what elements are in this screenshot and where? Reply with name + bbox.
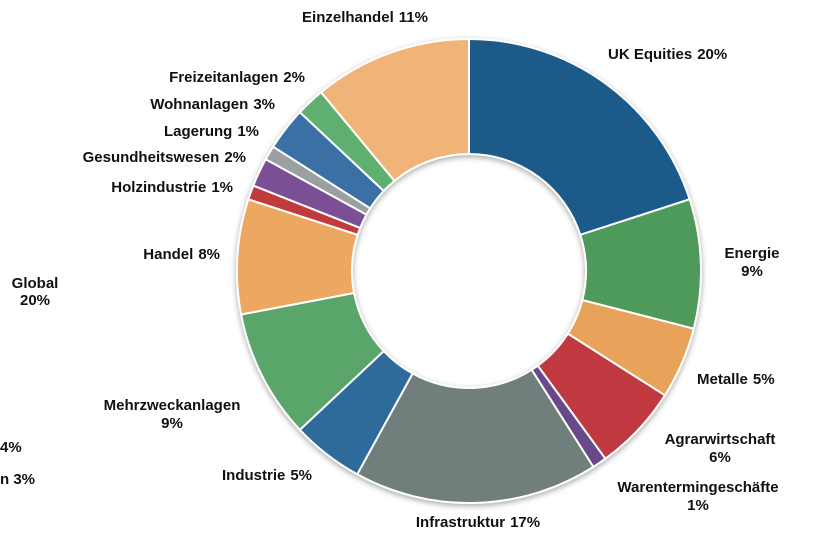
slice-label: Metalle 5% — [697, 371, 775, 388]
slice-category: UK Equities — [608, 46, 692, 63]
slice-value-label: 6% — [709, 449, 731, 466]
slice-value-label: 3% — [253, 96, 275, 113]
cropped-label: n 3% — [0, 471, 35, 488]
slice-category: Gesundheitswesen — [83, 149, 220, 166]
donut-segment — [355, 368, 595, 504]
slice-value-label: 17% — [510, 514, 540, 531]
donut — [236, 37, 702, 504]
slice-category: Lagerung — [164, 123, 232, 140]
slice-value-label: 9% — [161, 415, 183, 432]
slice-value-label: 9% — [741, 263, 763, 280]
slice-label: Agrarwirtschaft — [665, 431, 776, 448]
slice-value-label: 2% — [224, 149, 246, 166]
slice-label: Handel 8% — [143, 246, 220, 263]
cropped-label: 20% — [20, 292, 50, 309]
slice-label: Freizeitanlagen 2% — [169, 69, 305, 86]
cropped-label: Global — [12, 275, 59, 292]
slice-value-label: 1% — [211, 179, 233, 196]
slice-value-label: 2% — [283, 69, 305, 86]
slice-value-label: 20% — [697, 46, 727, 63]
slice-label: Warentermingeschäfte — [617, 479, 778, 496]
slice-value-label: 5% — [290, 467, 312, 484]
slice-category: Einzelhandel — [302, 9, 394, 26]
slice-label: Industrie 5% — [222, 467, 312, 484]
slice-value-label: 1% — [237, 123, 259, 140]
slice-label: UK Equities 20% — [608, 46, 727, 63]
slice-category: Infrastruktur — [416, 514, 505, 531]
donut-segment — [468, 37, 691, 237]
slice-value-label: 8% — [198, 246, 220, 263]
donut-segment — [319, 37, 470, 183]
slice-value-label: 11% — [399, 9, 428, 26]
slice-value-label: 5% — [753, 371, 775, 388]
slice-category: Freizeitanlagen — [169, 69, 278, 86]
slice-label: Lagerung 1% — [164, 123, 259, 140]
slice-label: Mehrzweckanlagen — [104, 397, 241, 414]
slice-label: Holzindustrie 1% — [111, 179, 233, 196]
slice-category: Holzindustrie — [111, 179, 206, 196]
slice-label: Energie — [724, 245, 779, 262]
slice-label: Wohnanlagen 3% — [150, 96, 275, 113]
slice-category: Metalle — [697, 371, 748, 388]
slice-value-label: 1% — [687, 497, 709, 514]
slice-category: Industrie — [222, 467, 285, 484]
slice-label: Gesundheitswesen 2% — [83, 149, 246, 166]
slice-category: Wohnanlagen — [150, 96, 248, 113]
slice-label: Infrastruktur 17% — [416, 514, 540, 531]
cropped-label: 4% — [0, 439, 22, 456]
slice-label: Einzelhandel 11% — [302, 9, 428, 26]
slice-category: Handel — [143, 246, 193, 263]
